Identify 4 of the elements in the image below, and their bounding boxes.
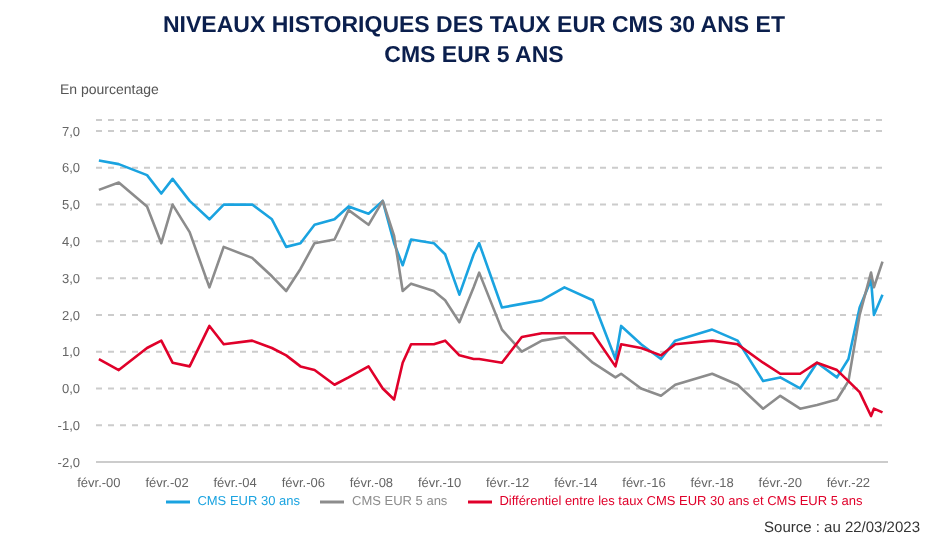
line-series (97, 181, 884, 410)
line-series (97, 159, 884, 390)
chart-title: NIVEAUX HISTORIQUES DES TAUX EUR CMS 30 ANS ET CMS EUR 5 ANS (161, 12, 787, 72)
line-series (97, 324, 884, 418)
